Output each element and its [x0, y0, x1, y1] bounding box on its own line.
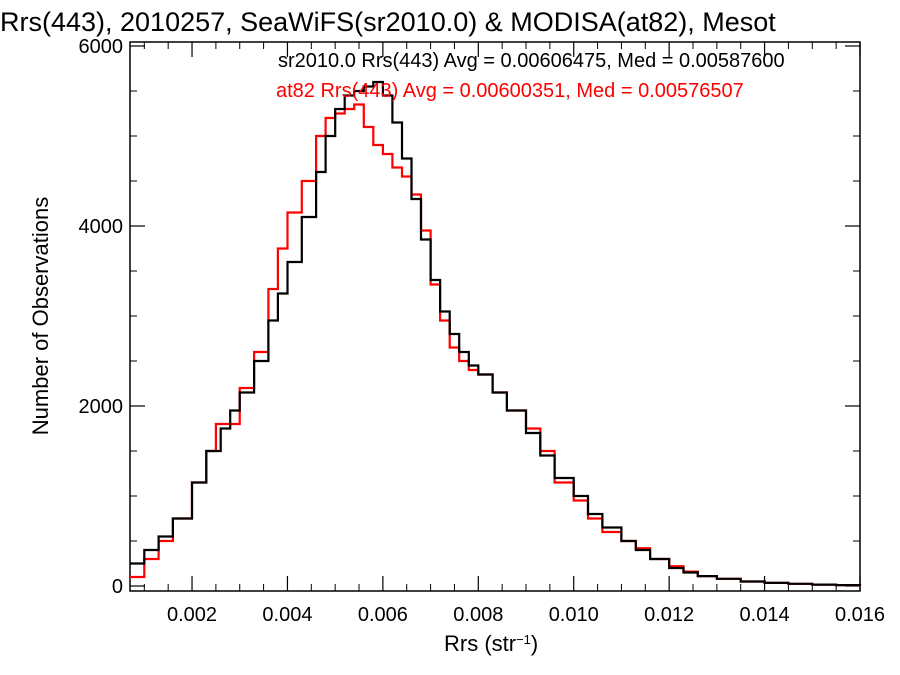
- x-tick-label: 0.016: [835, 604, 885, 626]
- x-axis-label-close: ): [531, 631, 538, 656]
- x-axis-label-main: Rrs (str: [444, 631, 516, 656]
- y-tick-label: 6000: [79, 36, 124, 58]
- y-tick-label: 4000: [79, 216, 124, 238]
- legend-entry-black: sr2010.0 Rrs(443) Avg = 0.00606475, Med …: [278, 50, 785, 72]
- series-layer: [130, 80, 862, 587]
- chart-title: Rrs(443), 2010257, SeaWiFS(sr2010.0) & M…: [0, 7, 776, 37]
- x-tick-label: 0.002: [167, 604, 217, 626]
- x-axis-label: Rrs (str−1): [444, 631, 538, 656]
- series-line-red: [130, 103, 862, 587]
- y-tick-label: 2000: [79, 396, 124, 418]
- y-axis-label: Number of Observations: [28, 197, 53, 435]
- x-axis: 0.002 0.004 0.006 0.008 0.010 0.012 0.014 0.016: [143, 42, 885, 626]
- y-tick-label: 0: [112, 576, 123, 598]
- series-line-black: [130, 80, 862, 587]
- legend-entry-red: at82 Rrs(443) Avg = 0.00600351, Med = 0.…: [276, 80, 744, 102]
- y-axis: 0 2000 4000 6000: [79, 36, 860, 598]
- x-tick-label: 0.008: [453, 604, 503, 626]
- plot-frame: [129, 41, 861, 592]
- x-tick-label: 0.010: [549, 604, 599, 626]
- x-axis-label-superscript: −1: [516, 632, 531, 647]
- x-tick-label: 0.014: [740, 604, 790, 626]
- x-tick-label: 0.012: [644, 604, 694, 626]
- x-tick-label: 0.006: [358, 604, 408, 626]
- x-tick-label: 0.004: [262, 604, 312, 626]
